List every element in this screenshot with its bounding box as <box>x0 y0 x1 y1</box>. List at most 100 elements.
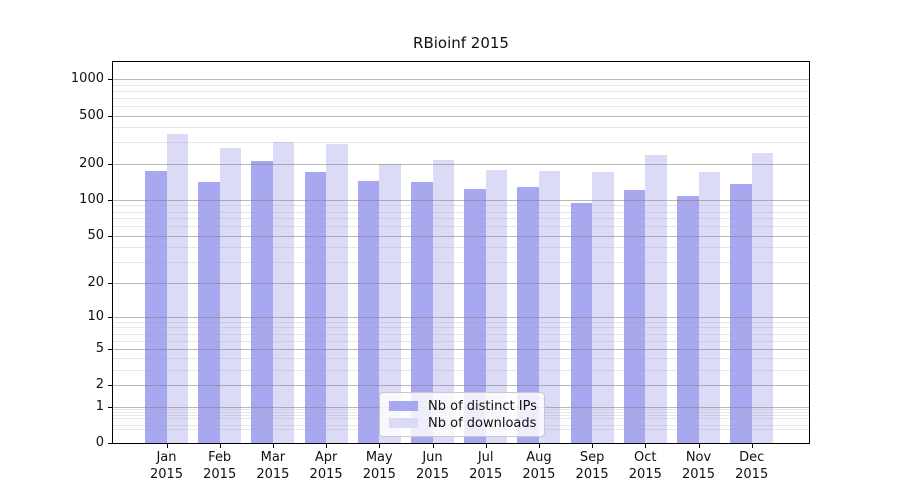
x-tick-label: May 2015 <box>351 450 407 483</box>
y-tick-label: 20 <box>87 274 104 290</box>
x-tick <box>751 444 753 448</box>
y-tick <box>108 406 112 408</box>
y-tick-label: 50 <box>87 227 104 243</box>
x-tick-year: 2015 <box>681 466 716 482</box>
x-tick-month: Jul <box>477 450 494 465</box>
bar-distinct-ips <box>517 187 539 443</box>
x-tick-year: 2015 <box>735 466 769 482</box>
x-tick <box>432 444 434 448</box>
x-tick <box>219 444 221 448</box>
bar-downloads <box>645 154 667 443</box>
x-tick-year: 2015 <box>575 466 609 482</box>
legend-item-distinct-ips: Nb of distinct IPs <box>389 398 537 414</box>
legend-label-distinct-ips: Nb of distinct IPs <box>428 398 537 414</box>
y-tick-label: 100 <box>79 191 104 207</box>
gridline-minor <box>113 205 809 207</box>
x-tick-label: Dec 2015 <box>724 450 780 483</box>
gridline-major <box>113 79 809 80</box>
x-tick <box>485 444 487 448</box>
y-tick-label: 200 <box>79 155 104 171</box>
x-tick-month: Jan <box>156 450 177 465</box>
x-tick-year: 2015 <box>362 466 396 482</box>
y-tick-label: 5 <box>95 340 104 356</box>
legend-label-downloads: Nb of downloads <box>428 415 537 431</box>
legend-item-downloads: Nb of downloads <box>389 415 537 431</box>
bar-downloads <box>485 170 508 443</box>
x-tick <box>272 444 274 448</box>
x-tick-label: Oct 2015 <box>617 450 673 483</box>
x-tick-label: Jun 2015 <box>405 450 461 483</box>
gridline-major <box>113 282 809 284</box>
x-tick-label: Aug 2015 <box>511 450 567 483</box>
gridline-major <box>113 348 809 350</box>
bar-distinct-ips <box>198 181 220 443</box>
gridline-minor <box>113 84 809 86</box>
x-tick-year: 2015 <box>309 466 343 482</box>
gridline-minor <box>113 211 809 213</box>
bar-distinct-ips <box>411 182 433 443</box>
x-tick-month: Aug <box>526 450 552 465</box>
y-tick <box>108 385 112 387</box>
x-tick-year: 2015 <box>415 466 450 482</box>
x-tick <box>645 444 647 448</box>
gridline-major <box>113 235 809 237</box>
x-tick <box>379 444 381 448</box>
bar-distinct-ips <box>464 189 486 443</box>
gridline-minor <box>113 218 809 220</box>
bar-downloads <box>326 144 348 443</box>
x-tick-year: 2015 <box>469 466 503 482</box>
y-tick <box>108 163 112 165</box>
gridline-major <box>113 199 809 201</box>
x-tick <box>326 444 328 448</box>
y-tick-label: 1 <box>95 398 104 414</box>
bar-downloads <box>698 172 720 443</box>
y-tick-label: 2 <box>95 377 104 393</box>
bar-distinct-ips <box>730 183 752 443</box>
gridline-minor <box>113 340 809 342</box>
gridline-major <box>113 316 809 318</box>
plot-inner <box>113 62 809 443</box>
bar-distinct-ips <box>357 180 380 443</box>
gridline-major <box>113 163 809 165</box>
y-tick <box>108 282 112 284</box>
x-tick-year: 2015 <box>522 466 556 482</box>
y-tick <box>108 443 112 444</box>
x-tick-month: Oct <box>634 450 657 465</box>
gridline-minor <box>113 321 809 323</box>
legend: Nb of distinct IPs Nb of downloads <box>379 392 545 437</box>
x-tick-month: Apr <box>314 450 338 465</box>
gridline-minor <box>113 97 809 99</box>
x-tick-month: Nov <box>685 450 712 465</box>
legend-swatch-downloads <box>389 418 418 428</box>
x-tick <box>538 444 540 448</box>
x-tick-label: Sep 2015 <box>564 450 620 483</box>
gridline-major <box>113 115 809 117</box>
x-tick <box>592 444 594 448</box>
bar-downloads <box>379 164 401 443</box>
bar-downloads <box>592 171 614 443</box>
bar-distinct-ips <box>677 195 699 443</box>
x-tick-month: Feb <box>208 450 232 465</box>
bar-distinct-ips <box>145 170 167 443</box>
x-tick-year: 2015 <box>203 466 237 482</box>
x-tick-label: Jan 2015 <box>139 450 195 483</box>
bar-downloads <box>272 141 295 443</box>
gridline-minor <box>113 127 809 129</box>
x-tick <box>698 444 700 448</box>
gridline-minor <box>113 226 809 228</box>
bar-distinct-ips <box>304 172 327 443</box>
x-tick-label: Jul 2015 <box>458 450 514 483</box>
y-tick-label: 500 <box>79 107 104 123</box>
y-tick <box>108 79 112 80</box>
y-tick <box>108 316 112 318</box>
gridline-minor <box>113 370 809 371</box>
gridline-minor <box>113 105 809 107</box>
plot-area <box>112 61 810 444</box>
legend-swatch-distinct-ips <box>389 401 418 411</box>
gridline-minor <box>113 247 809 249</box>
bar-downloads <box>751 153 774 443</box>
x-tick-label: Nov 2015 <box>671 450 727 483</box>
y-tick <box>108 235 112 237</box>
x-tick-month: May <box>365 450 393 465</box>
